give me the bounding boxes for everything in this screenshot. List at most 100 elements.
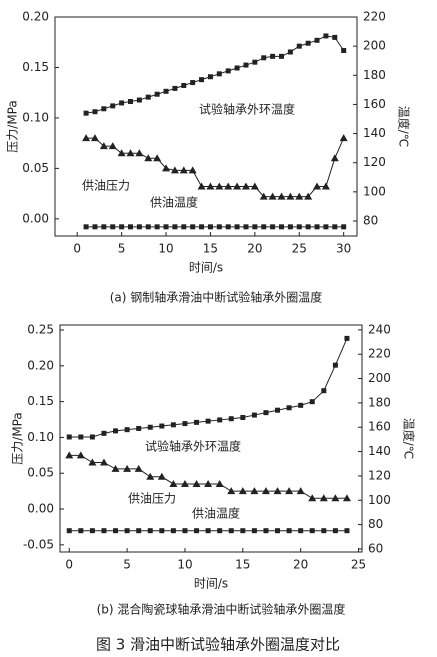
x-tick-label: 20 <box>247 242 262 256</box>
square-marker <box>314 37 320 43</box>
triangle-marker <box>179 166 188 174</box>
x-tick-label: 25 <box>292 242 307 256</box>
square-marker <box>309 399 315 405</box>
square-marker <box>332 528 338 534</box>
triangle-marker <box>224 182 233 190</box>
x-tick-label: 10 <box>177 558 192 572</box>
square-marker <box>181 224 187 230</box>
triangle-marker <box>342 494 351 502</box>
square-marker <box>124 528 130 534</box>
square-marker <box>344 528 350 534</box>
square-marker <box>228 416 234 422</box>
series-label: 试验轴承外环温度 <box>145 439 241 454</box>
x-axis-label: 时间/s <box>194 577 228 591</box>
square-marker <box>119 224 125 230</box>
triangle-marker <box>215 479 224 487</box>
square-marker <box>113 528 119 534</box>
square-marker <box>66 528 72 534</box>
x-tick-label: 15 <box>203 242 218 256</box>
figure-caption: 图 3 滑油中断试验轴承外圈温度对比 <box>96 636 340 654</box>
triangle-marker <box>153 154 162 162</box>
square-marker <box>270 53 276 59</box>
square-marker <box>182 421 188 427</box>
triangle-marker <box>339 134 348 142</box>
square-marker <box>217 528 223 534</box>
triangle-marker <box>188 166 197 174</box>
y2-tick-label: 120 <box>363 155 386 169</box>
square-marker <box>163 88 169 94</box>
square-marker <box>194 419 200 425</box>
series-label: 试验轴承外环温度 <box>199 102 295 117</box>
triangle-marker <box>250 487 259 495</box>
triangle-marker <box>126 149 135 157</box>
square-marker <box>113 428 119 434</box>
square-marker <box>181 82 187 88</box>
triangle-marker <box>277 192 286 200</box>
square-marker <box>78 528 84 534</box>
y2-tick-label: 100 <box>363 184 386 198</box>
triangle-marker <box>180 479 189 487</box>
square-marker <box>217 417 223 423</box>
y2-tick-label: 180 <box>368 395 391 409</box>
x-tick-label: 20 <box>293 558 308 572</box>
series-label: 供油压力 <box>128 492 176 506</box>
y2-tick-label: 200 <box>368 371 391 385</box>
square-marker <box>286 528 292 534</box>
square-marker <box>159 528 165 534</box>
triangle-marker <box>162 164 171 172</box>
square-marker <box>205 528 211 534</box>
y-tick-label: 0.00 <box>22 211 49 225</box>
square-marker <box>128 224 133 230</box>
square-marker <box>182 528 188 534</box>
triangle-marker <box>99 142 108 150</box>
square-marker <box>321 388 327 394</box>
x-tick-label: 15 <box>235 558 250 572</box>
square-marker <box>332 224 338 230</box>
square-marker <box>341 224 347 230</box>
y2-tick-label: 200 <box>363 39 386 53</box>
square-marker <box>110 224 116 230</box>
triangle-marker <box>308 494 317 502</box>
triangle-marker <box>238 487 247 495</box>
square-marker <box>234 224 240 230</box>
square-marker <box>199 77 205 83</box>
y2-tick-label: 160 <box>363 97 386 111</box>
y-axis-label: 压力/MPa <box>6 100 20 152</box>
y2-tick-label: 100 <box>368 493 391 507</box>
square-marker <box>110 103 116 109</box>
series-line <box>69 454 347 499</box>
triangle-marker <box>330 154 339 162</box>
y2-axis-label: 温度/℃ <box>402 418 417 460</box>
triangle-marker <box>259 192 268 200</box>
square-marker <box>305 40 311 46</box>
triangle-marker <box>135 149 144 157</box>
triangle-marker <box>88 458 97 466</box>
square-marker <box>89 434 95 440</box>
square-marker <box>92 224 98 230</box>
plot-frame <box>59 324 363 553</box>
square-marker <box>270 224 276 230</box>
triangle-marker <box>313 182 322 190</box>
triangle-marker <box>108 142 117 150</box>
triangle-marker <box>304 192 313 200</box>
square-marker <box>119 100 125 106</box>
square-marker <box>163 224 169 230</box>
square-marker <box>263 528 269 534</box>
y2-tick-label: 240 <box>368 322 391 336</box>
triangle-marker <box>268 192 277 200</box>
square-marker <box>205 418 211 424</box>
square-marker <box>305 224 311 230</box>
square-marker <box>78 434 84 440</box>
triangle-marker <box>261 487 270 495</box>
triangle-marker <box>170 166 179 174</box>
x-tick-label: 10 <box>158 242 173 256</box>
triangle-marker <box>157 472 166 480</box>
square-marker <box>128 99 133 105</box>
square-marker <box>190 224 196 230</box>
triangle-marker <box>319 494 328 502</box>
triangle-marker <box>90 134 99 142</box>
y2-tick-label: 180 <box>363 68 386 82</box>
square-marker <box>154 224 160 230</box>
square-marker <box>240 528 246 534</box>
y-tick-label: 0.05 <box>22 161 49 175</box>
